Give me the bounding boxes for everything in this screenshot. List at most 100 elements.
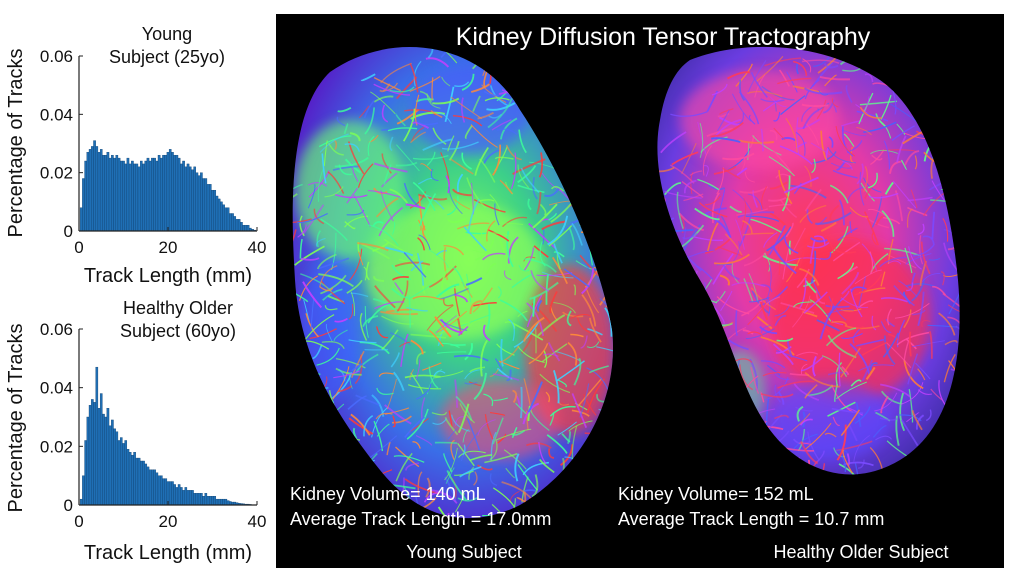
young-fiber-stroke — [381, 329, 399, 351]
young-fiber-stroke — [324, 186, 344, 198]
young-fiber-stroke — [477, 111, 494, 120]
older-fiber-stroke — [824, 309, 854, 316]
older-fiber-stroke — [893, 285, 915, 307]
young-fiber-stroke — [412, 154, 449, 160]
young-fiber-stroke — [510, 152, 517, 190]
young-fiber-stroke — [477, 464, 493, 471]
hist-older-bar — [146, 466, 150, 506]
older-fiber-stroke — [841, 271, 860, 295]
older-fiber-stroke — [879, 417, 898, 421]
hist-older-ticks: 0 20 40 0 0.02 0.04 0.06 — [40, 320, 267, 531]
young-fiber-stroke — [410, 131, 426, 144]
young-fiber-stroke — [461, 152, 472, 170]
older-fiber-stroke — [831, 98, 839, 108]
young-fiber-stroke — [446, 470, 468, 502]
older-fiber-stroke — [748, 273, 758, 302]
older-fiber-stroke — [762, 98, 782, 112]
older-fiber-stroke — [774, 373, 790, 380]
older-fiber-stroke — [881, 210, 895, 237]
young-fiber-stroke — [456, 173, 464, 193]
older-fiber-stroke — [760, 393, 794, 398]
older-fiber-stroke — [821, 355, 848, 378]
older-fiber-stroke — [823, 62, 839, 69]
hist-young-bar — [220, 201, 223, 232]
older-fiber-stroke — [710, 121, 744, 138]
young-fiber-stroke — [327, 171, 345, 194]
hist-young-bar — [166, 152, 170, 232]
young-fiber-stroke — [567, 431, 572, 445]
older-fiber-stroke — [804, 384, 818, 399]
hist-young-bars — [79, 140, 257, 232]
older-fiber-stroke — [783, 235, 799, 254]
hist-older-bar — [137, 457, 141, 506]
older-fiber-stroke — [840, 409, 861, 437]
hist-young-bar — [235, 219, 239, 232]
young-fiber-stroke — [489, 440, 498, 461]
hist-older-ytick-label: 0.04 — [40, 379, 73, 398]
young-fiber-stroke — [570, 333, 584, 338]
young-fiber-stroke — [411, 126, 425, 142]
hist-older-bar — [102, 413, 105, 506]
older-fiber-stroke — [833, 246, 857, 254]
older-fiber-stroke — [785, 222, 794, 238]
older-fiber-stroke — [820, 251, 832, 260]
young-fiber-stroke — [458, 450, 486, 458]
young-fiber-stroke — [372, 221, 384, 227]
hist-young-bar — [151, 157, 154, 232]
older-fiber-stroke — [804, 371, 841, 388]
older-fiber-stroke — [910, 189, 918, 209]
young-fiber-stroke — [455, 395, 473, 421]
young-fiber-stroke — [411, 121, 429, 129]
young-fiber-stroke — [432, 97, 460, 105]
young-fiber-stroke — [363, 266, 367, 281]
hist-older-bar — [113, 428, 116, 506]
older-fiber-stroke — [768, 203, 792, 208]
older-fiber-stroke — [799, 204, 827, 223]
older-fiber-stroke — [863, 121, 897, 133]
young-fiber-stroke — [338, 164, 352, 176]
hist-older-bar — [224, 498, 228, 506]
older-fiber-stroke — [769, 129, 778, 141]
young-fiber-stroke — [419, 193, 437, 227]
older-fiber-stroke — [880, 383, 911, 398]
young-fiber-stroke — [387, 127, 418, 132]
older-kidney-fibers — [657, 55, 960, 475]
hist-young-bar — [99, 149, 103, 232]
young-fiber-stroke — [507, 236, 519, 264]
young-fiber-stroke — [532, 297, 536, 317]
older-fiber-stroke — [908, 389, 914, 423]
young-fiber-stroke — [437, 310, 468, 333]
young-fiber-stroke — [587, 328, 603, 336]
young-fiber-stroke — [487, 228, 510, 242]
young-fiber-stroke — [536, 299, 543, 313]
young-fiber-stroke — [505, 144, 522, 161]
older-fiber-stroke — [705, 207, 727, 215]
older-fiber-stroke — [747, 142, 750, 161]
young-fiber-stroke — [562, 311, 584, 318]
older-fiber-stroke — [683, 179, 697, 194]
young-fiber-stroke — [416, 120, 439, 126]
hist-older-bar — [164, 478, 168, 506]
older-fiber-stroke — [832, 416, 840, 427]
young-fiber-stroke — [486, 220, 496, 242]
older-fiber-stroke — [931, 180, 945, 201]
older-fiber-stroke — [750, 218, 782, 233]
hist-young-ylabel: Percentage of Tracks — [5, 49, 27, 238]
hist-young-bar — [222, 204, 225, 232]
older-fiber-stroke — [891, 87, 897, 115]
older-fiber-stroke — [888, 260, 902, 265]
young-fiber-stroke — [335, 357, 366, 369]
older-fiber-stroke — [776, 337, 794, 342]
older-fiber-stroke — [908, 331, 912, 357]
older-fiber-stroke — [871, 315, 877, 331]
older-fiber-stroke — [773, 112, 781, 122]
young-fiber-stroke — [434, 370, 464, 379]
older-fiber-stroke — [858, 459, 865, 469]
older-fiber-stroke — [769, 181, 788, 190]
young-fiber-stroke — [489, 473, 498, 487]
older-fiber-stroke — [750, 366, 760, 394]
hist-older-xtick-label: 40 — [248, 512, 267, 531]
older-fiber-stroke — [706, 127, 734, 137]
older-fiber-stroke — [742, 329, 754, 335]
